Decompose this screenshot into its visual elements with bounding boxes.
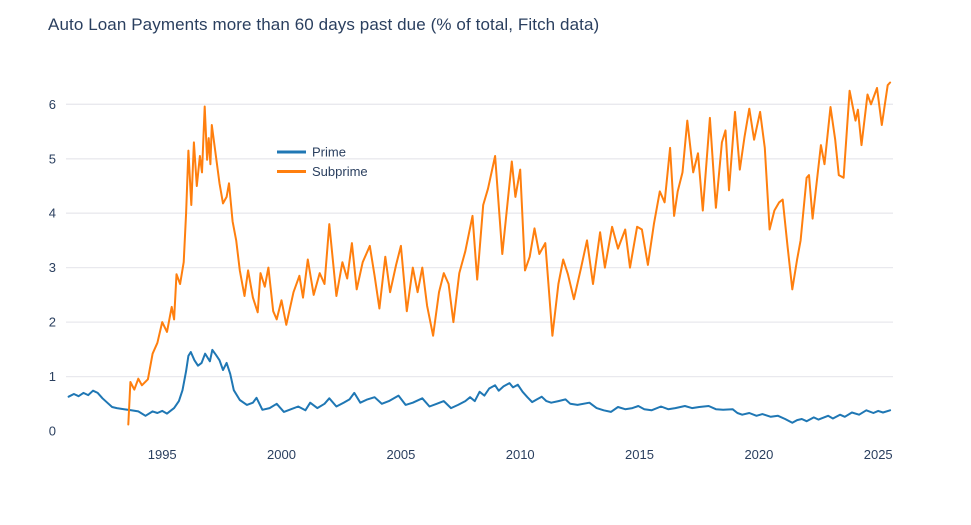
x-axis-tick-labels: 1995 2000 2005 2010 2015 2020 2025 [148, 447, 893, 462]
x-tick-label-2020: 2020 [744, 447, 773, 462]
gridlines-group [66, 103, 893, 378]
prime-line [67, 348, 892, 424]
x-tick-label-2010: 2010 [506, 447, 535, 462]
legend-label-prime: Prime [312, 145, 346, 160]
x-tick-label-2005: 2005 [386, 447, 415, 462]
chart-title: Auto Loan Payments more than 60 days pas… [48, 15, 600, 34]
x-tick-label-2000: 2000 [267, 447, 296, 462]
legend-label-subprime: Subprime [312, 164, 368, 179]
y-tick-label-0: 0 [49, 424, 56, 439]
legend-item-subprime[interactable]: Subprime [277, 164, 368, 179]
y-tick-label-4: 4 [49, 206, 56, 221]
legend: Prime Subprime [277, 145, 368, 179]
x-tick-label-1995: 1995 [148, 447, 177, 462]
series-lines-group [67, 81, 892, 426]
y-tick-label-6: 6 [49, 97, 56, 112]
y-tick-label-2: 2 [49, 315, 56, 330]
y-tick-label-3: 3 [49, 260, 56, 275]
legend-item-prime[interactable]: Prime [277, 145, 346, 160]
y-tick-label-1: 1 [49, 369, 56, 384]
x-tick-label-2015: 2015 [625, 447, 654, 462]
subprime-line [127, 81, 892, 426]
y-tick-label-5: 5 [49, 151, 56, 166]
x-tick-label-2025: 2025 [864, 447, 893, 462]
y-axis-tick-labels: 0 1 2 3 4 5 6 [49, 97, 56, 439]
